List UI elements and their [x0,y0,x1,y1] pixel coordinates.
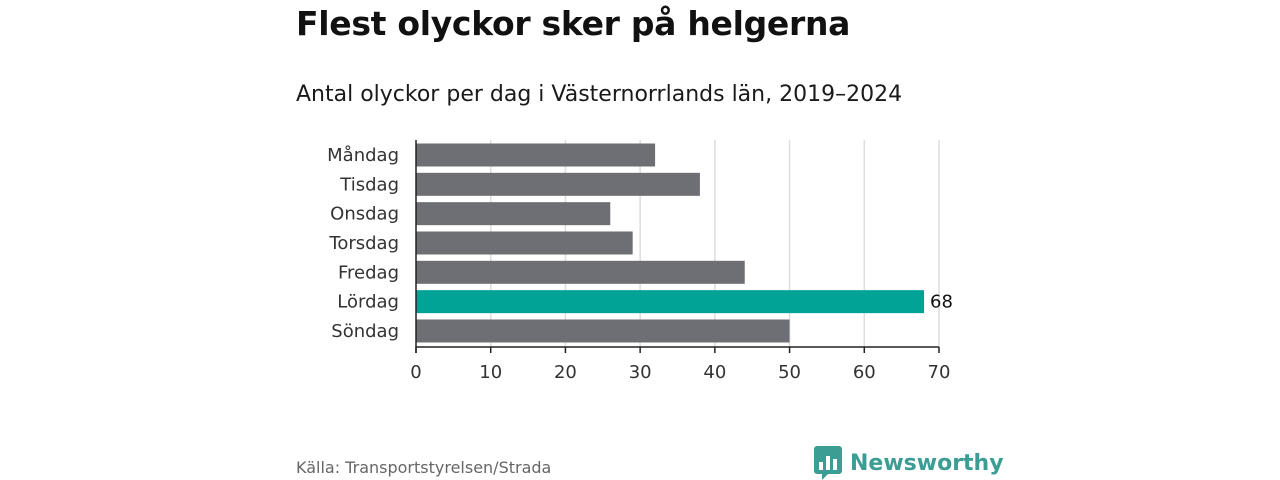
brand-name: Newsworthy [850,450,1004,476]
bar-lördag [416,290,925,314]
category-label: Fredag [338,262,399,283]
source-note: Källa: Transportstyrelsen/Strada [296,458,552,477]
bar-chart-speech-bubble-icon [814,446,842,480]
x-tick-label: 30 [629,362,652,383]
x-tick-label: 60 [853,362,876,383]
bar-tisdag [416,172,700,196]
chart-title: Flest olyckor sker på helgerna [296,4,851,43]
bars: 68 [416,143,953,343]
bar-fredag [416,260,745,284]
x-tick-label: 70 [928,362,951,383]
newsworthy-logo: Newsworthy [814,446,1004,480]
category-label: Lördag [337,292,399,313]
category-label: Onsdag [330,204,399,225]
category-label: Tisdag [339,174,399,195]
x-tick-label: 20 [554,362,577,383]
bar-söndag [416,319,790,343]
x-tick-label: 0 [410,362,421,383]
bar-onsdag [416,202,611,226]
bar-måndag [416,143,656,167]
x-tick-label: 40 [703,362,726,383]
category-label: Torsdag [328,233,399,254]
bar-torsdag [416,231,633,255]
category-label: Måndag [327,145,399,166]
x-tick-label: 50 [778,362,801,383]
x-axis: 0 10 20 30 40 50 60 70 [410,140,950,383]
data-label: 68 [930,292,953,313]
chart-subtitle: Antal olyckor per dag i Västernorrlands … [296,82,903,107]
category-label: Söndag [331,321,399,342]
x-tick-label: 10 [479,362,502,383]
category-labels: Måndag Tisdag Onsdag Torsdag Fredag Lördag Sön… [327,145,399,342]
